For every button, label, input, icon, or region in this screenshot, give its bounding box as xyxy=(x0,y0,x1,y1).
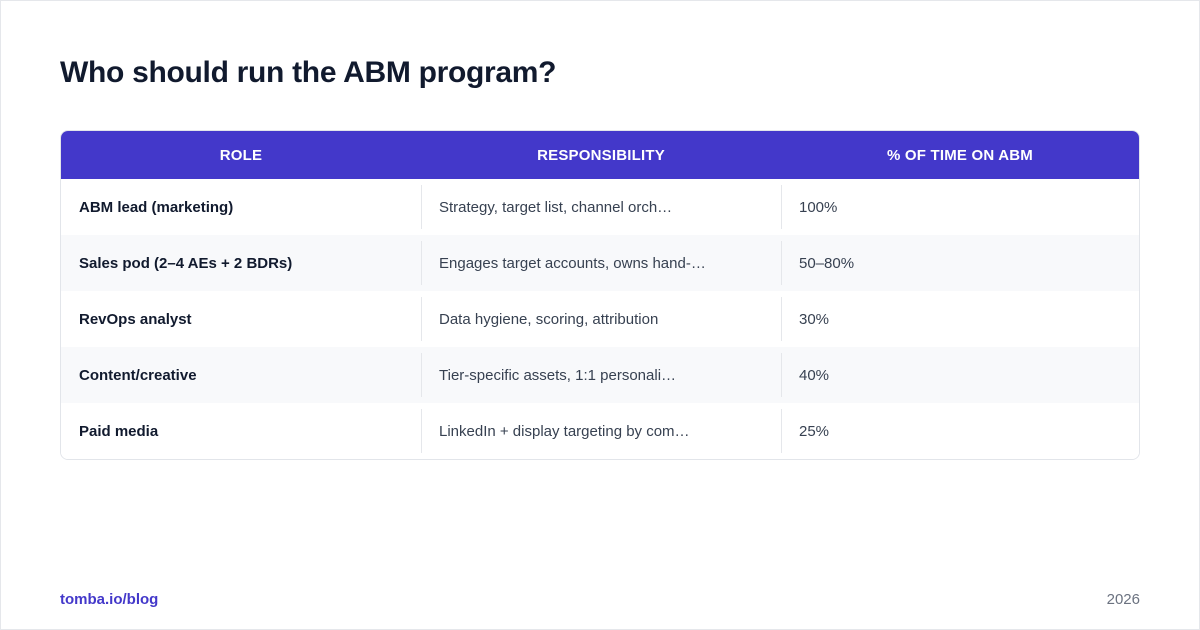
table-row: Sales pod (2–4 AEs + 2 BDRs) Engages tar… xyxy=(61,235,1139,291)
table-row: ABM lead (marketing) Strategy, target li… xyxy=(61,179,1139,235)
cell-time: 30% xyxy=(781,291,1139,347)
cell-time: 100% xyxy=(781,179,1139,235)
blog-link[interactable]: tomba.io/blog xyxy=(60,591,159,608)
cell-time: 40% xyxy=(781,347,1139,403)
cell-time: 50–80% xyxy=(781,235,1139,291)
column-header-role: ROLE xyxy=(219,146,263,164)
cell-responsibility: Data hygiene, scoring, attribution xyxy=(421,291,781,347)
footer-year: 2026 xyxy=(1106,591,1140,608)
table-row: Content/creative Tier-specific assets, 1… xyxy=(61,347,1139,403)
cell-role: Sales pod (2–4 AEs + 2 BDRs) xyxy=(79,254,293,272)
cell-role: RevOps analyst xyxy=(79,310,192,328)
column-header-responsibility: RESPONSIBILITY xyxy=(537,146,665,164)
cell-responsibility: Strategy, target list, channel orch… xyxy=(421,179,781,235)
cell-role: ABM lead (marketing) xyxy=(79,198,234,216)
table-row: Paid media LinkedIn + display targeting … xyxy=(61,403,1139,459)
cell-time: 25% xyxy=(781,403,1139,459)
table-header: ROLE RESPONSIBILITY % OF TIME ON ABM xyxy=(61,131,1139,179)
cell-responsibility: Tier-specific assets, 1:1 personali… xyxy=(421,347,781,403)
cell-responsibility: LinkedIn + display targeting by com… xyxy=(421,403,781,459)
roles-table: ROLE RESPONSIBILITY % OF TIME ON ABM ABM… xyxy=(60,130,1140,460)
column-header-time: % OF TIME ON ABM xyxy=(887,146,1033,164)
cell-role: Content/creative xyxy=(79,366,197,384)
cell-role: Paid media xyxy=(79,422,159,440)
table-row: RevOps analyst Data hygiene, scoring, at… xyxy=(61,291,1139,347)
cell-responsibility: Engages target accounts, owns hand-… xyxy=(421,235,781,291)
page-title: Who should run the ABM program? xyxy=(60,56,557,89)
